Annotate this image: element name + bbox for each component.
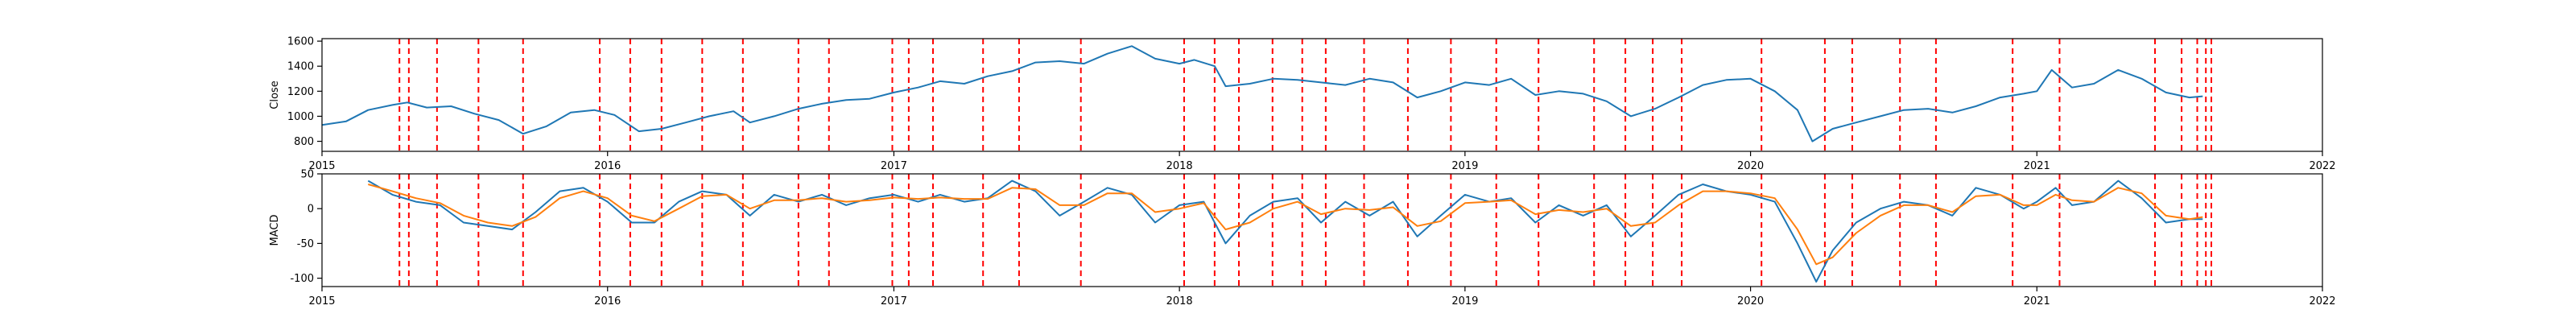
panel-macd: 2015 2016 2017 2018 2019 2020 2021 2022 -100 -50 0… [269, 169, 2336, 308]
y-tick-label: 1600 [287, 36, 314, 48]
y-tick-label: 1200 [287, 86, 314, 98]
x-tick-label: 2017 [881, 295, 907, 307]
y-tick-label: 800 [294, 136, 314, 148]
y-axis-title: Close [269, 80, 281, 109]
plot-frame-macd [321, 173, 2323, 287]
y-tick-label: -50 [297, 238, 314, 250]
x-tick-label: 2018 [1166, 295, 1193, 307]
x-tick-label: 2019 [1451, 160, 1478, 172]
x-tick-label: 2021 [2024, 295, 2050, 307]
plot-frame-close [321, 38, 2323, 152]
x-tick-label: 2018 [1166, 160, 1193, 172]
y-tick-label: 1000 [287, 111, 314, 123]
x-tick-label: 2019 [1451, 295, 1478, 307]
y-tick-label: -100 [290, 273, 314, 285]
y-tick-label: 1400 [287, 61, 314, 73]
y-tick-label: 0 [308, 204, 314, 216]
x-tick-label: 2021 [2024, 160, 2050, 172]
x-tick-label: 2016 [594, 295, 621, 307]
x-tick-label: 2015 [308, 160, 335, 172]
x-tick-label: 2020 [1737, 160, 1764, 172]
series-line-macd-1 [368, 184, 2203, 266]
x-tick-label: 2022 [2309, 160, 2335, 172]
x-tick-label: 2022 [2309, 295, 2335, 307]
x-tick-label: 2015 [308, 295, 335, 307]
x-tick-label: 2020 [1737, 295, 1764, 307]
y-tick-label: 50 [300, 169, 314, 181]
panel-close: 2015 2016 2017 2018 2019 2020 2021 2022 800 1000 1… [269, 36, 2336, 172]
x-tick-label: 2016 [594, 160, 621, 172]
y-axis-title: MACD [269, 215, 281, 246]
series-line-close-0 [321, 45, 2203, 142]
x-tick-label: 2017 [881, 160, 907, 172]
